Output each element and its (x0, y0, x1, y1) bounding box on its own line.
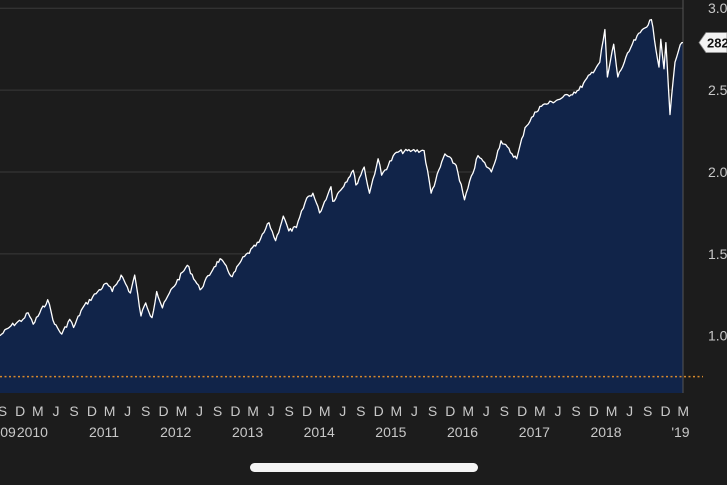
y-tick-label: 1.5 (708, 246, 727, 262)
x-month-tick-label: M (32, 403, 44, 419)
x-month-tick-label: S (356, 403, 365, 419)
x-month-tick-label: J (554, 403, 561, 419)
x-month-tick-label: M (176, 403, 188, 419)
x-month-tick-label: M (534, 403, 546, 419)
x-year-tick-label: 2018 (590, 424, 621, 440)
y-tick-label: 3.0 (708, 0, 727, 16)
x-month-tick-label: D (87, 403, 97, 419)
price-line (0, 18, 683, 337)
x-month-tick-label: D (302, 403, 312, 419)
x-month-tick-label: D (517, 403, 527, 419)
last-price-tag-shape (698, 32, 727, 53)
x-year-tick-label: '19 (671, 424, 689, 440)
home-indicator[interactable] (250, 463, 478, 472)
x-month-tick-label: M (319, 403, 331, 419)
x-month-tick-label: S (141, 403, 150, 419)
x-year-tick-label: 2013 (232, 424, 263, 440)
y-tick-label: 2.5 (708, 82, 727, 98)
x-month-tick-label: J (268, 403, 275, 419)
x-month-tick-label: S (0, 403, 7, 419)
x-month-tick-label: S (213, 403, 222, 419)
y-tick-label: 2.0 (708, 164, 727, 180)
x-month-tick-label: M (391, 403, 403, 419)
x-month-tick-label: D (230, 403, 240, 419)
x-month-tick-label: S (571, 403, 580, 419)
x-year-tick-label: 2014 (304, 424, 335, 440)
x-month-tick-label: M (677, 403, 689, 419)
x-month-tick-label: S (428, 403, 437, 419)
x-month-tick-label: D (374, 403, 384, 419)
x-axis: S D M J S D M J S D M J S D M J S D M J S D M J S D M J S D M J S D M J S D M0… (0, 403, 690, 440)
x-month-tick-label: S (500, 403, 509, 419)
y-axis: 3.0 2.5 2.0 1.5 1.0 (708, 0, 727, 344)
x-month-tick-label: M (606, 403, 618, 419)
last-price-tag: 282 (698, 32, 727, 53)
x-month-tick-label: J (483, 403, 490, 419)
x-month-tick-label: J (52, 403, 59, 419)
x-year-tick-label: 2010 (17, 424, 48, 440)
x-month-tick-label: D (15, 403, 25, 419)
x-month-tick-label: D (589, 403, 599, 419)
x-month-tick-label: M (462, 403, 474, 419)
area-fill (0, 19, 683, 393)
x-month-tick-label: S (285, 403, 294, 419)
x-year-tick-label: 2015 (375, 424, 406, 440)
x-month-tick-label: J (196, 403, 203, 419)
x-month-tick-label: J (339, 403, 346, 419)
x-year-tick-label: 2012 (160, 424, 191, 440)
x-month-tick-label: D (660, 403, 670, 419)
x-month-tick-label: J (124, 403, 131, 419)
x-year-tick-label: 09 (0, 424, 16, 440)
x-month-tick-label: M (247, 403, 259, 419)
x-month-tick-label: D (445, 403, 455, 419)
x-month-tick-label: S (69, 403, 78, 419)
x-year-tick-label: 2011 (89, 424, 119, 440)
x-month-tick-label: J (411, 403, 418, 419)
y-tick-label: 1.0 (708, 328, 727, 344)
x-month-tick-label: D (158, 403, 168, 419)
x-month-tick-label: S (643, 403, 652, 419)
x-year-tick-label: 2017 (519, 424, 550, 440)
x-year-tick-label: 2016 (447, 424, 478, 440)
x-month-tick-label: J (626, 403, 633, 419)
last-price-label: 282 (707, 36, 727, 51)
x-month-tick-label: M (104, 403, 116, 419)
